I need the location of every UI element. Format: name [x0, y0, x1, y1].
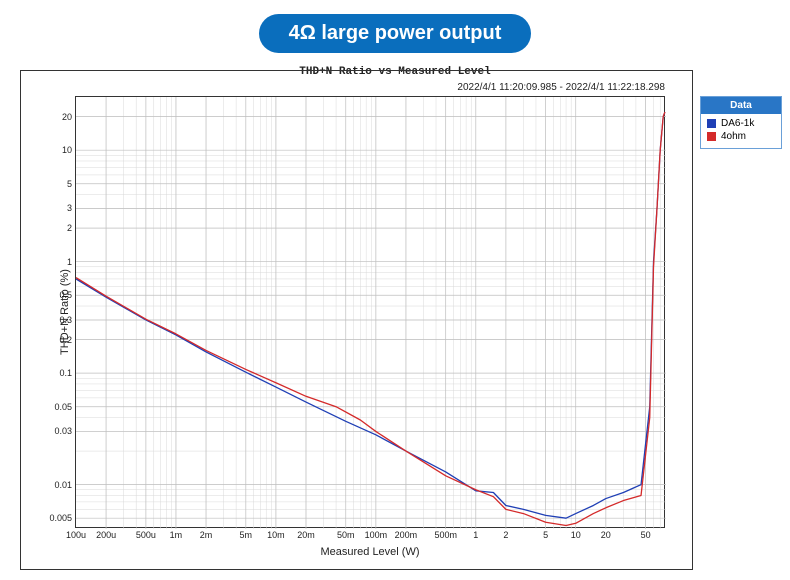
- legend-row: 4ohm: [707, 131, 775, 142]
- x-tick-label: 20: [586, 527, 626, 540]
- y-tick-label: 0.05: [32, 402, 76, 412]
- legend-body: DA6-1k 4ohm: [701, 114, 781, 148]
- legend-row: DA6-1k: [707, 118, 775, 129]
- legend-header: Data: [701, 97, 781, 114]
- y-tick-label: 5: [32, 179, 76, 189]
- legend-label: DA6-1k: [721, 118, 754, 129]
- legend-swatch-icon: [707, 119, 716, 128]
- x-axis-label: Measured Level (W): [270, 546, 470, 558]
- plot-area: 0.0050.010.030.050.10.20.30.512351020100…: [75, 96, 665, 528]
- y-tick-label: 0.03: [32, 426, 76, 436]
- plot-svg: [76, 97, 666, 529]
- legend-swatch-icon: [707, 132, 716, 141]
- y-tick-label: 0.1: [32, 368, 76, 378]
- legend: Data DA6-1k 4ohm: [700, 96, 782, 149]
- legend-label: 4ohm: [721, 131, 746, 142]
- y-axis-label: THD+N Ratio (%): [59, 269, 71, 355]
- x-tick-label: 2m: [186, 527, 226, 540]
- y-tick-label: 1: [32, 257, 76, 267]
- y-tick-label: 20: [32, 112, 76, 122]
- y-tick-label: 0.005: [32, 513, 76, 523]
- y-tick-label: 2: [32, 223, 76, 233]
- x-tick-label: 200m: [386, 527, 426, 540]
- title-badge: 4Ω large power output: [259, 14, 532, 53]
- x-tick-label: 2: [486, 527, 526, 540]
- y-tick-label: 0.01: [32, 480, 76, 490]
- x-tick-label: 20m: [286, 527, 326, 540]
- title-badge-text: 4Ω large power output: [289, 22, 502, 44]
- x-tick-label: 50: [626, 527, 666, 540]
- y-tick-label: 3: [32, 203, 76, 213]
- x-tick-label: 200u: [86, 527, 126, 540]
- y-tick-label: 10: [32, 145, 76, 155]
